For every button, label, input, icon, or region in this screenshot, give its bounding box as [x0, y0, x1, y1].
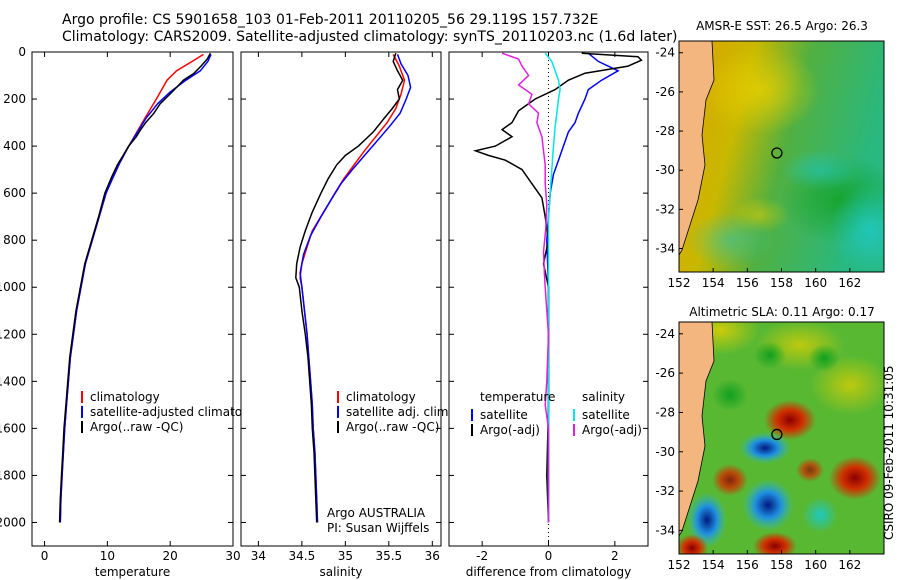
y-tick-label: -34: [655, 523, 675, 537]
sst-map-title: AMSR-E SST: 26.5 Argo: 26.3: [696, 19, 868, 33]
x-tick-label: 158: [770, 558, 793, 572]
warm-eddy: [829, 456, 881, 500]
difference-panel: -2 0 2 difference from climatology temperatu…: [448, 51, 649, 579]
legend-label: Argo(-adj): [582, 423, 642, 437]
series-line-argo-raw-qc-: [295, 52, 404, 523]
series-line-temperature-argo-adj-: [472, 52, 643, 523]
legend-label: satellite-adjusted climatology: [90, 405, 268, 419]
y-tick-label: -26: [655, 366, 675, 380]
axes-frame: [31, 51, 234, 547]
legend-label: Argo(..raw -QC): [346, 420, 439, 434]
float-position-marker: [771, 428, 783, 441]
y-tick-label: 1200: [0, 327, 26, 341]
legend-label: satellite adj. clim.: [346, 405, 452, 419]
x-tick-label: 0: [41, 549, 49, 563]
x-tick-label: 160: [804, 558, 827, 572]
salinity-panel: 34 34.5 35 35.5 36 salinity climatologysatelli…: [240, 51, 452, 579]
x-tick-label: 162: [838, 558, 861, 572]
cold-eddy: [687, 492, 727, 548]
sst-map: AMSR-E SST: 26.5 Argo: 26.3 152 154 156 158…: [655, 19, 885, 290]
x-tick-label: 152: [668, 276, 691, 290]
x-tick-label: 35.5: [375, 549, 402, 563]
x-tick-label: 160: [804, 276, 827, 290]
profile-panels: 0102030020040060080010001200140016001800…: [0, 45, 649, 579]
x-axis-label: salinity: [319, 565, 362, 579]
float-position-marker: [771, 147, 783, 159]
x-tick-label: -2: [476, 549, 488, 563]
sla-map: Altimetric SLA: 0.11 Argo: 0.17 152 154 15…: [655, 305, 885, 572]
x-tick-label: 34: [251, 549, 266, 563]
x-tick-label: 154: [702, 558, 725, 572]
series-line-argo-raw-qc-: [58, 52, 212, 523]
y-tick-label: -32: [655, 484, 675, 498]
x-tick-label: 0: [545, 549, 553, 563]
y-tick-label: -24: [655, 46, 675, 60]
x-tick-label: 34.5: [289, 549, 316, 563]
y-tick-label: -26: [655, 85, 675, 99]
cold-eddy: [742, 479, 794, 531]
y-tick-label: 1400: [0, 374, 26, 388]
float-pi-label: PI: Susan Wijffels: [327, 521, 429, 535]
legend-label: climatology: [90, 390, 160, 404]
y-tick-label: 0: [18, 45, 26, 59]
legend-label: satellite: [582, 408, 630, 422]
y-tick-label: 1600: [0, 421, 26, 435]
x-tick-label: 158: [770, 276, 793, 290]
x-tick-label: 20: [163, 549, 178, 563]
axes-frame: [240, 51, 442, 547]
series-line-satellite-adj-clim-: [299, 54, 412, 523]
x-tick-label: 154: [702, 276, 725, 290]
y-tick-label: -28: [655, 405, 675, 419]
float-program-label: Argo AUSTRALIA: [327, 506, 426, 520]
y-tick-label: 200: [3, 92, 26, 106]
y-tick-label: 1800: [0, 468, 26, 482]
y-tick-label: 600: [3, 186, 26, 200]
legend-label: Argo(-adj): [480, 423, 540, 437]
coastline: [679, 322, 715, 537]
y-tick-label: -28: [655, 124, 675, 138]
x-tick-label: 162: [838, 276, 861, 290]
legend-group-title: salinity: [582, 390, 625, 404]
sla-map-axes: 152 154 156 158 160 162 -24 -26 -28 -30 -32 -34: [655, 327, 861, 572]
x-tick-label: 35: [338, 549, 353, 563]
figure-title-line-1: Argo profile: CS 5901658_103 01-Feb-2011…: [62, 12, 599, 28]
sst-map-axes: 152 154 156 158 160 162 -24 -26 -28 -30 -32 -34: [655, 46, 861, 290]
y-tick-label: 1000: [0, 280, 26, 294]
x-tick-label: 156: [736, 558, 759, 572]
y-tick-label: -30: [655, 445, 675, 459]
x-tick-label: 152: [668, 558, 691, 572]
series-line-salinity-argo-adj-: [501, 52, 550, 523]
sla-map-title: Altimetric SLA: 0.11 Argo: 0.17: [689, 305, 874, 319]
legend-label: satellite: [480, 408, 528, 422]
x-tick-label: 30: [225, 549, 240, 563]
y-tick-label: -32: [655, 202, 675, 216]
x-tick-label: 2: [611, 549, 619, 563]
y-tick-label: -30: [655, 163, 675, 177]
y-tick-label: 800: [3, 233, 26, 247]
x-axis-label: difference from climatology: [466, 565, 632, 579]
legend-label: climatology: [346, 390, 416, 404]
x-tick-label: 10: [100, 549, 115, 563]
cold-eddy: [739, 432, 791, 464]
figure-title-line-2: Climatology: CARS2009. Satellite-adjuste…: [62, 29, 678, 45]
y-tick-label: 400: [3, 139, 26, 153]
x-axis-label: temperature: [95, 565, 170, 579]
legend-group-title: temperature: [480, 390, 555, 404]
x-tick-label: 36: [425, 549, 440, 563]
temperature-panel: 0 10 20 30 0 200 400 600 800 1000 1200 1400 1600 1800…: [0, 45, 268, 579]
series-line-salinity-satellite: [544, 52, 561, 523]
y-tick-label: -34: [655, 242, 675, 256]
x-tick-label: 156: [736, 276, 759, 290]
y-tick-label: 2000: [0, 515, 26, 529]
legend-label: Argo(..raw -QC): [90, 420, 183, 434]
y-tick-label: -24: [655, 327, 675, 341]
coastline: [679, 41, 715, 256]
csiro-timestamp-label: CSIRO 09-Feb-2011 10:31:05: [882, 365, 896, 540]
